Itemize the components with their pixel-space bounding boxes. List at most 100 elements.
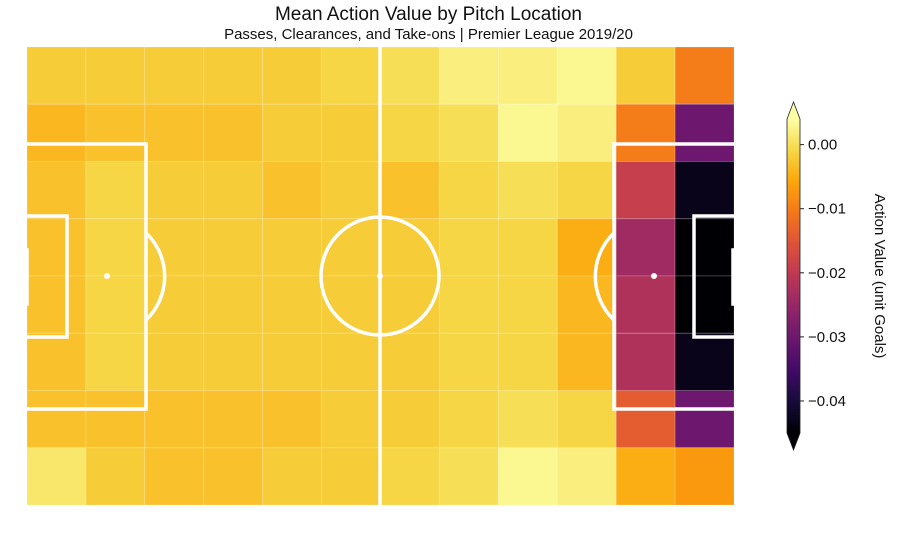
heatmap-cell	[674, 390, 735, 449]
right-six-yard-box	[692, 214, 734, 339]
heatmap-cell	[556, 161, 617, 220]
left-goal	[27, 248, 29, 306]
heatmap-cell	[438, 218, 499, 277]
heatmap-cell	[556, 332, 617, 391]
left-penalty-box	[27, 142, 148, 411]
heatmap-cell	[380, 46, 440, 105]
left-penalty-spot	[104, 273, 110, 279]
heatmap-cell	[497, 46, 558, 105]
heatmap-cell	[674, 161, 735, 220]
colorbar-extend-max	[787, 102, 800, 119]
heatmap-cells	[26, 46, 735, 506]
heatmap-cell	[674, 46, 735, 105]
heatmap-cell	[262, 161, 323, 220]
heatmap-cell	[615, 332, 676, 391]
heatmap-cell	[203, 218, 264, 277]
colorbar-tick-label: −0.03	[808, 329, 846, 346]
heatmap-cell	[674, 218, 735, 277]
heatmap-cell	[380, 218, 440, 277]
heatmap-cell	[497, 218, 558, 277]
heatmap-cell	[674, 447, 735, 506]
right-penalty-box	[612, 142, 734, 411]
heatmap-cell	[615, 103, 676, 162]
heatmap-cell	[380, 332, 440, 391]
heatmap-cell	[144, 46, 205, 105]
heatmap-cell	[497, 332, 558, 391]
heatmap-cell	[321, 332, 381, 391]
chart-subtitle: Passes, Clearances, and Take-ons | Premi…	[224, 26, 633, 43]
heatmap-cell	[26, 103, 87, 162]
heatmap-cell	[380, 103, 440, 162]
heatmap-cell	[262, 332, 323, 391]
heatmap-cell	[556, 218, 617, 277]
heatmap-cell	[321, 275, 381, 334]
heatmap-cell	[497, 447, 558, 506]
left-six-yard-box	[27, 214, 69, 339]
heatmap-cell	[556, 275, 617, 334]
heatmap-cell	[380, 447, 440, 506]
heatmap-cell	[144, 103, 205, 162]
heatmap-cell	[497, 275, 558, 334]
heatmap-cell	[438, 390, 499, 449]
heatmap-cell	[203, 390, 264, 449]
heatmap-cell	[144, 447, 205, 506]
heatmap-cell	[615, 447, 676, 506]
heatmap-cell	[321, 46, 381, 105]
heatmap-cell	[203, 161, 264, 220]
heatmap-cell	[203, 275, 264, 334]
heatmap-cell	[380, 161, 440, 220]
colorbar-tick-label: −0.04	[808, 393, 846, 410]
heatmap-cell	[85, 390, 146, 449]
heatmap-cell	[203, 103, 264, 162]
colorbar-tick-label: −0.02	[808, 265, 846, 282]
heatmap-cell	[144, 390, 205, 449]
colorbar	[786, 100, 801, 452]
heatmap-cell	[321, 390, 381, 449]
heatmap-cell	[556, 447, 617, 506]
heatmap-cell	[321, 218, 381, 277]
heatmap-cell	[674, 275, 735, 334]
heatmap-cell	[85, 275, 146, 334]
heatmap-cell	[615, 161, 676, 220]
heatmap-cell	[438, 447, 499, 506]
right-goal	[731, 248, 734, 306]
right-penalty-arc	[593, 231, 616, 322]
colorbar-tick-label: 0.00	[808, 137, 837, 154]
colorbar-extend-min	[787, 433, 800, 450]
chart-title: Mean Action Value by Pitch Location	[274, 4, 582, 25]
heatmap-cell	[203, 46, 264, 105]
pitch-lines	[27, 47, 734, 505]
heatmap-cell	[438, 275, 499, 334]
heatmap-cell	[26, 390, 87, 449]
heatmap-cell	[674, 332, 735, 391]
heatmap-cell	[85, 46, 146, 105]
heatmap-cell	[674, 103, 735, 162]
heatmap-cell	[438, 161, 499, 220]
heatmap-cell	[497, 103, 558, 162]
heatmap-cell	[321, 103, 381, 162]
heatmap-cell	[26, 332, 87, 391]
heatmap-cell	[144, 218, 205, 277]
heatmap-cell	[438, 103, 499, 162]
heatmap-cell	[438, 46, 499, 105]
colorbar-outline	[786, 100, 801, 452]
heatmap-cell	[144, 332, 205, 391]
colorbar-tick-label: −0.01	[808, 201, 846, 218]
colorbar-label: Action Value (unit Goals)	[871, 194, 888, 359]
heatmap-cell	[497, 161, 558, 220]
heatmap-cell	[380, 275, 440, 334]
heatmap-cell	[556, 103, 617, 162]
heatmap-cell	[262, 103, 323, 162]
heatmap-cell	[26, 447, 87, 506]
heatmap-cell	[438, 332, 499, 391]
centre-spot	[377, 273, 383, 279]
heatmap-cell	[321, 161, 381, 220]
heatmap-cell	[615, 390, 676, 449]
heatmap-cell	[556, 46, 617, 105]
left-penalty-arc	[144, 231, 167, 322]
heatmap-cell	[380, 390, 440, 449]
heatmap-cell	[203, 447, 264, 506]
heatmap-cell	[203, 332, 264, 391]
heatmap-cell	[615, 275, 676, 334]
